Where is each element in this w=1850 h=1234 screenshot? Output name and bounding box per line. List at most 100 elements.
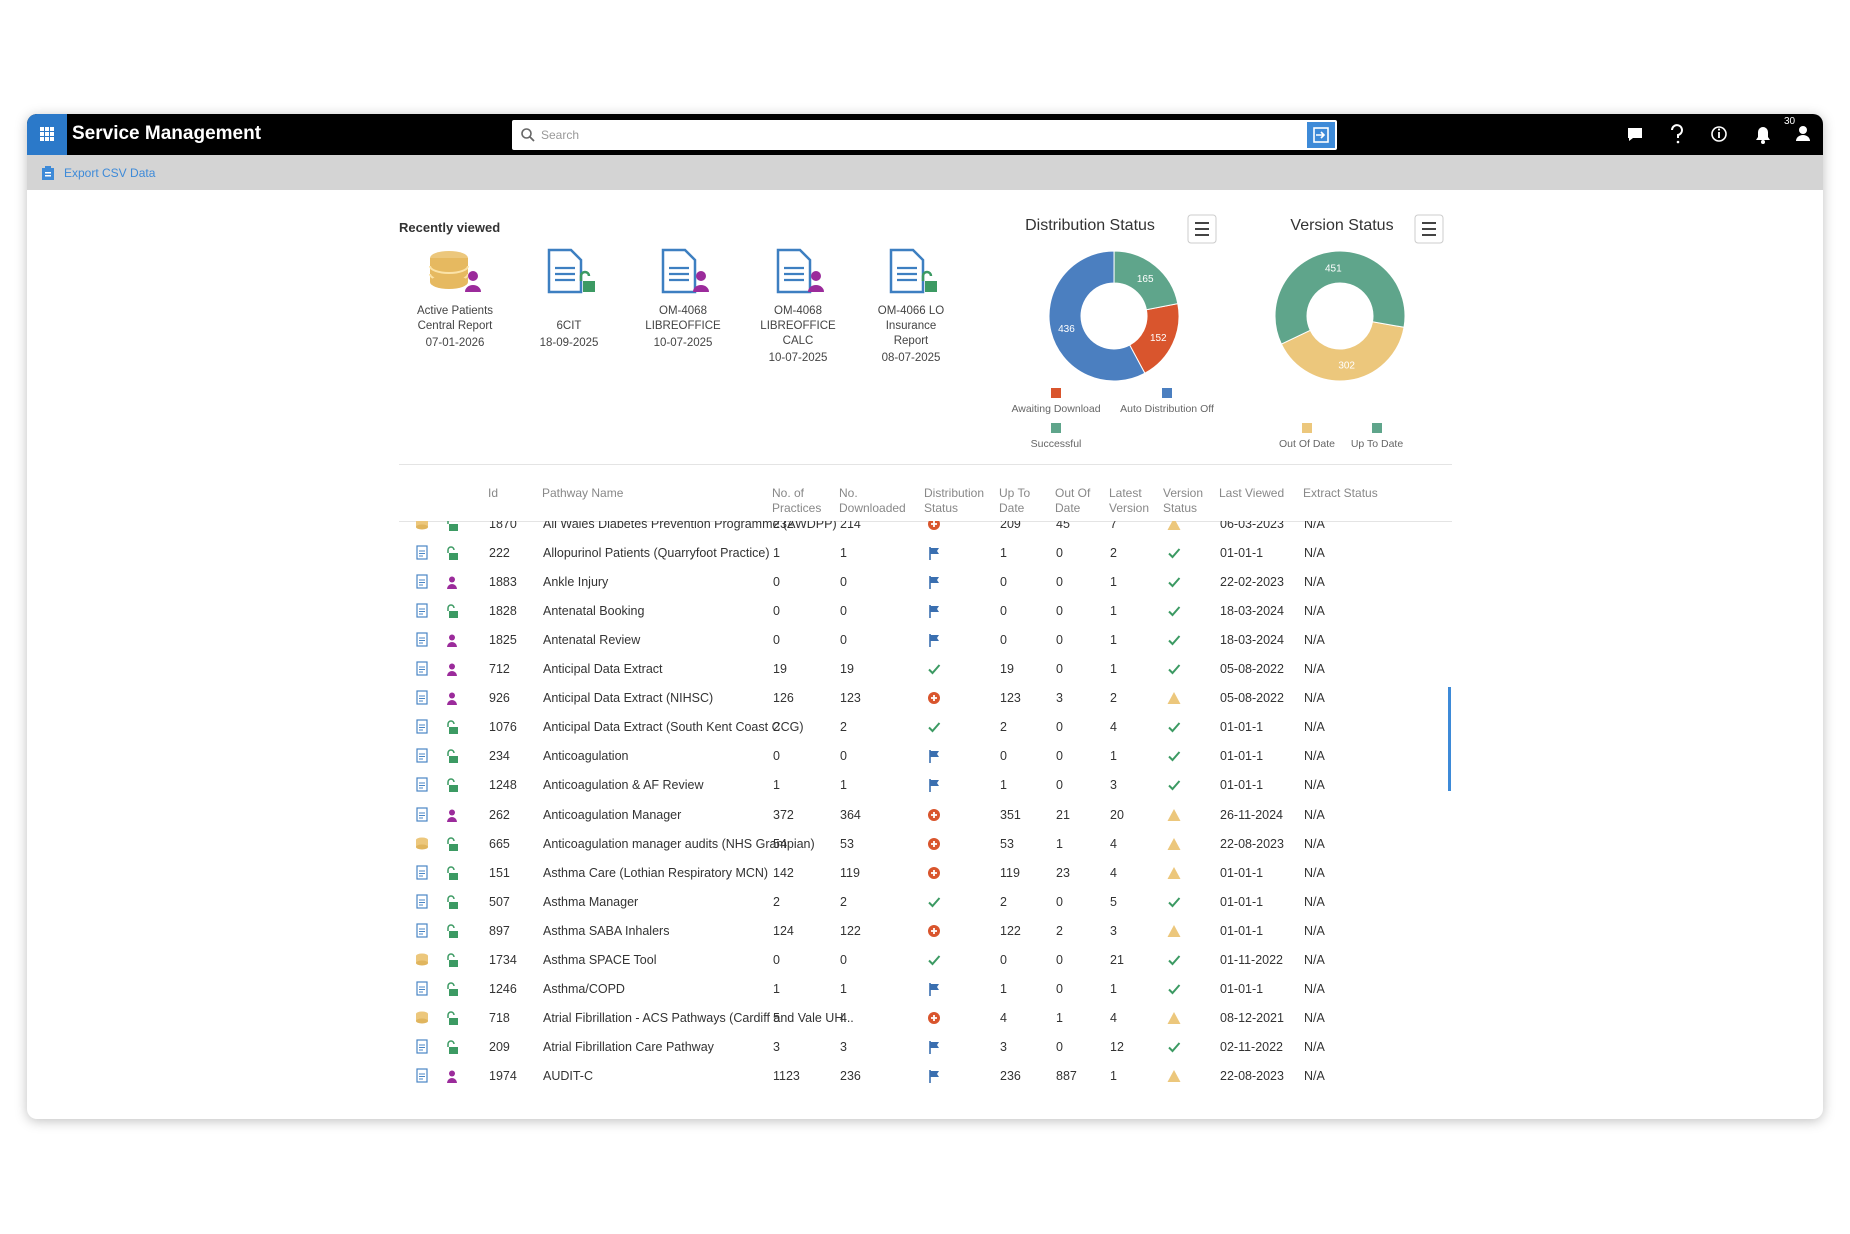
export-button[interactable]: Export CSV Data [64,166,156,180]
table-row[interactable]: 1870 All Wales Diabetes Prevention Progra… [399,521,1452,539]
info-icon[interactable] [1711,126,1727,142]
table-cell: N/A [1304,545,1325,560]
table-cell: 351 [1000,807,1021,822]
table-row[interactable]: 1076 Anticipal Data Extract (South Kent C… [399,713,1452,742]
distribution-status-icon [929,633,939,647]
distribution-status-icon [929,546,939,560]
table-cell: 1 [1000,545,1007,560]
version-status-icon [1168,606,1181,617]
notifications-icon[interactable] [1756,127,1770,144]
table-cell: 262 [489,807,510,822]
table-row[interactable]: 1246 Asthma/COPD 1 1 1 0 1 01-01-1 N/A [399,975,1452,1004]
recent-name: OM-4068 LIBREOFFICE CALC [760,305,836,347]
table-cell: 0 [773,574,780,589]
search-box[interactable]: Search [512,120,1337,150]
legend-swatch [1302,423,1312,433]
apps-button[interactable] [27,114,67,155]
table-cell: 2 [1000,720,1007,735]
table-row[interactable]: 1734 Asthma SPACE Tool 0 0 0 0 21 01-11-2022 N/A [399,946,1452,975]
table-cell: 05-08-2022 [1220,662,1284,676]
table-cell: N/A [1304,574,1325,589]
table-cell: 4 [1110,836,1117,851]
legend-label[interactable]: Out Of Date [1279,438,1335,450]
table-cell: 0 [1000,953,1007,967]
column-header[interactable]: Up To Date [999,486,1031,515]
column-header[interactable]: Extract Status [1303,486,1378,500]
version-status-icon [1168,897,1181,908]
table-row[interactable]: 1828 Antenatal Booking 0 0 0 0 1 18-03-2024 N/A [399,597,1452,626]
table-cell: 232 [773,521,794,531]
recent-item[interactable]: OM-4068 LIBREOFFICE CALC 10-07-2025 [743,304,853,366]
distribution-status-icon [928,692,940,705]
table-cell: 234 [489,749,510,764]
column-header[interactable]: Version Status [1163,486,1204,515]
table-row[interactable]: 712 Anticipal Data Extract 19 19 19 0 1 05-08-2… [399,655,1452,684]
table-row[interactable]: 1974 AUDIT-C 1123 236 236 887 1 22-08-2023 N/A [399,1062,1452,1091]
type-icon [416,632,428,647]
table-row[interactable]: 151 Asthma Care (Lothian Respiratory MCN)… [399,859,1452,888]
column-header[interactable]: No. of Practices [772,486,822,515]
table-row[interactable]: 222 Allopurinol Patients (Quarryfoot Prac… [399,539,1452,568]
chat-icon[interactable] [1628,128,1642,141]
access-icon [447,778,458,793]
type-icon [416,661,428,676]
table-row[interactable]: 926 Anticipal Data Extract (NIHSC) 126 123 1… [399,684,1452,713]
help-icon[interactable] [1671,124,1683,144]
table-row[interactable]: 209 Atrial Fibrillation Care Pathway 3 3 3 0 1… [399,1033,1452,1062]
table-cell: 372 [773,807,794,822]
chart-menu[interactable] [1414,214,1444,244]
chart-menu[interactable] [1187,214,1217,244]
table-cell: 0 [1056,778,1063,793]
chart-title: Version Status [1290,217,1393,234]
scrollbar[interactable] [1448,687,1451,791]
column-header[interactable]: Pathway Name [542,486,624,500]
legend-label[interactable]: Up To Date [1351,438,1403,450]
table-row[interactable]: 1883 Ankle Injury 0 0 0 0 1 22-02-2023 N/A [399,568,1452,597]
legend-swatch [1051,423,1061,433]
column-header[interactable]: Last Viewed [1219,486,1285,500]
column-header[interactable]: Id [488,486,499,500]
access-icon [447,663,457,676]
version-status-icon [1168,751,1181,762]
table-cell: 209 [1000,521,1021,531]
table-cell: 3 [1110,923,1117,938]
table-row[interactable]: 897 Asthma SABA Inhalers 124 122 122 2 3 01-01-… [399,917,1452,946]
recent-item[interactable]: OM-4066 LO Insurance Report 08-07-2025 [856,304,966,366]
search-submit[interactable] [1307,122,1335,148]
table-cell: 01-01-1 [1220,749,1264,764]
table-cell: 53 [1000,836,1014,851]
table-cell: 119 [1000,865,1020,880]
recent-item[interactable]: Active Patients Central Report 07-01-2026 [400,304,510,351]
recent-icon [547,248,595,294]
table-cell: N/A [1304,632,1325,647]
legend-label[interactable]: Awaiting Download [1011,403,1100,415]
version-status-icon [1167,521,1181,530]
table-cell: 0 [840,749,847,764]
column-header[interactable]: Distribution Status [924,486,985,515]
distribution-status-icon [928,924,940,937]
recent-item[interactable]: OM-4068 LIBREOFFICE 10-07-2025 [628,304,738,351]
table-row[interactable]: 234 Anticoagulation 0 0 0 0 1 01-01-1 N/A [399,742,1452,771]
table-cell: 1883 [489,574,517,589]
column-header[interactable]: Out Of Date [1055,486,1091,515]
table-cell: 236 [1000,1069,1021,1084]
legend-label[interactable]: Auto Distribution Off [1120,403,1214,415]
table-cell: 1 [840,778,847,793]
column-header[interactable]: No. Downloaded [839,486,906,515]
user-icon[interactable] [1796,126,1810,141]
table-row[interactable]: 1825 Antenatal Review 0 0 0 0 1 18-03-2024 N/A [399,626,1452,655]
table-row[interactable]: 665 Anticoagulation manager audits (NHS G… [399,830,1452,859]
table-row[interactable]: 718 Atrial Fibrillation - ACS Pathways (C… [399,1004,1452,1033]
recent-item[interactable]: 6CIT 18-09-2025 [514,304,624,351]
table-cell: 0 [1056,982,1063,997]
distribution-status-icon [929,750,939,764]
table-cell: 1 [1110,574,1117,589]
table-cell: 1825 [489,632,517,647]
legend-label[interactable]: Successful [1031,438,1082,450]
table-row[interactable]: 1248 Anticoagulation & AF Review 1 1 1 0 3 01-0… [399,771,1452,800]
column-header[interactable]: Latest Version [1109,486,1150,515]
table-row[interactable]: 262 Anticoagulation Manager 372 364 351 21 20 2… [399,801,1452,830]
table-row[interactable]: 507 Asthma Manager 2 2 2 0 5 01-01-1 N/A [399,888,1452,917]
access-icon [447,692,457,706]
